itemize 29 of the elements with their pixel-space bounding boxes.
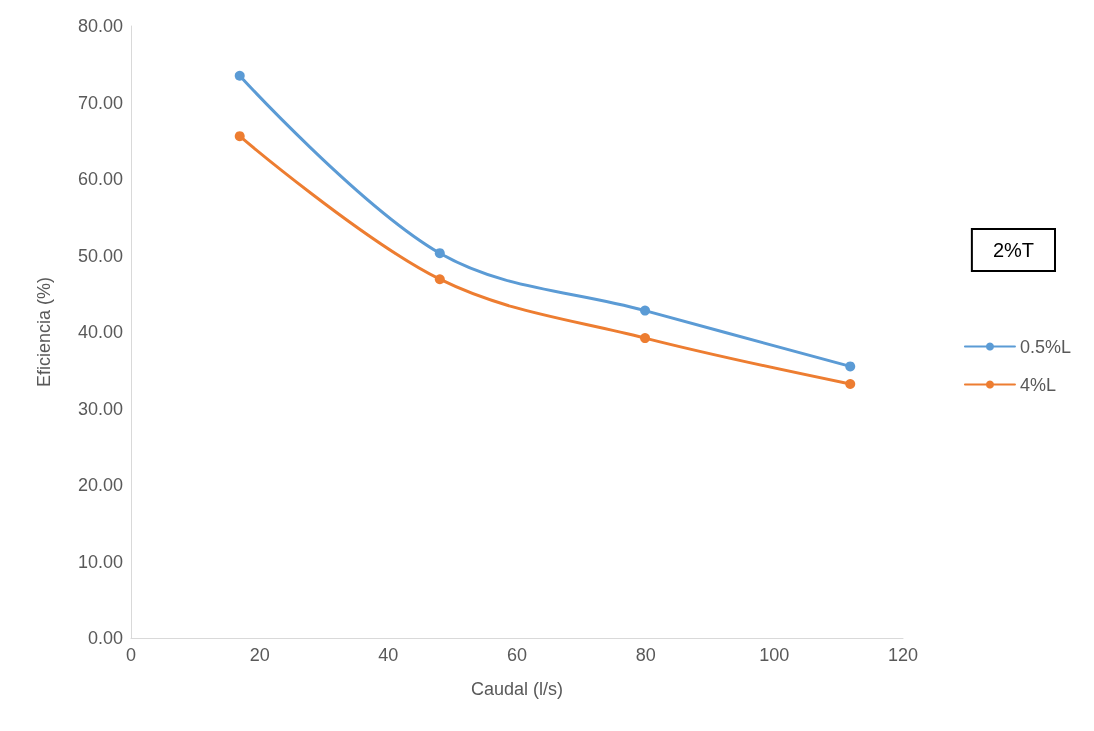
x-tick-label: 40 (378, 645, 399, 665)
y-tick-label: 20.00 (77, 475, 123, 495)
x-tick-label: 60 (506, 645, 528, 665)
x-tick-label: 20 (249, 645, 270, 665)
x-tick-label: 120 (887, 645, 919, 665)
point (234, 131, 245, 142)
y-tick-label: 30.00 (77, 398, 123, 419)
y-tick-label: 10.00 (77, 551, 123, 572)
point (640, 305, 651, 316)
point (434, 248, 445, 259)
y-tick-label: 60.00 (77, 169, 123, 189)
y-tick-label: 40.00 (77, 322, 123, 342)
y-tick-label: 0.00 (87, 628, 123, 648)
y-tick-label: 70.00 (77, 92, 123, 113)
y-tick-label: 50.00 (77, 245, 123, 266)
point (234, 70, 245, 81)
point (845, 379, 856, 390)
text: 2%T (992, 239, 1034, 261)
legend-label: 0.5%L (1019, 336, 1072, 357)
point (640, 333, 651, 344)
y-axis-title: Eficiencia (%) (34, 276, 54, 388)
x-tick-label: 0 (125, 645, 137, 665)
x-tick-label: 80 (635, 645, 656, 665)
x-tick-label: 100 (759, 645, 790, 665)
point (845, 361, 856, 372)
legend-label: 4%L (1019, 374, 1056, 395)
point (434, 274, 445, 285)
x-axis-title: Caudal (l/s) (470, 679, 564, 699)
y-tick-label: 80.00 (77, 16, 123, 36)
